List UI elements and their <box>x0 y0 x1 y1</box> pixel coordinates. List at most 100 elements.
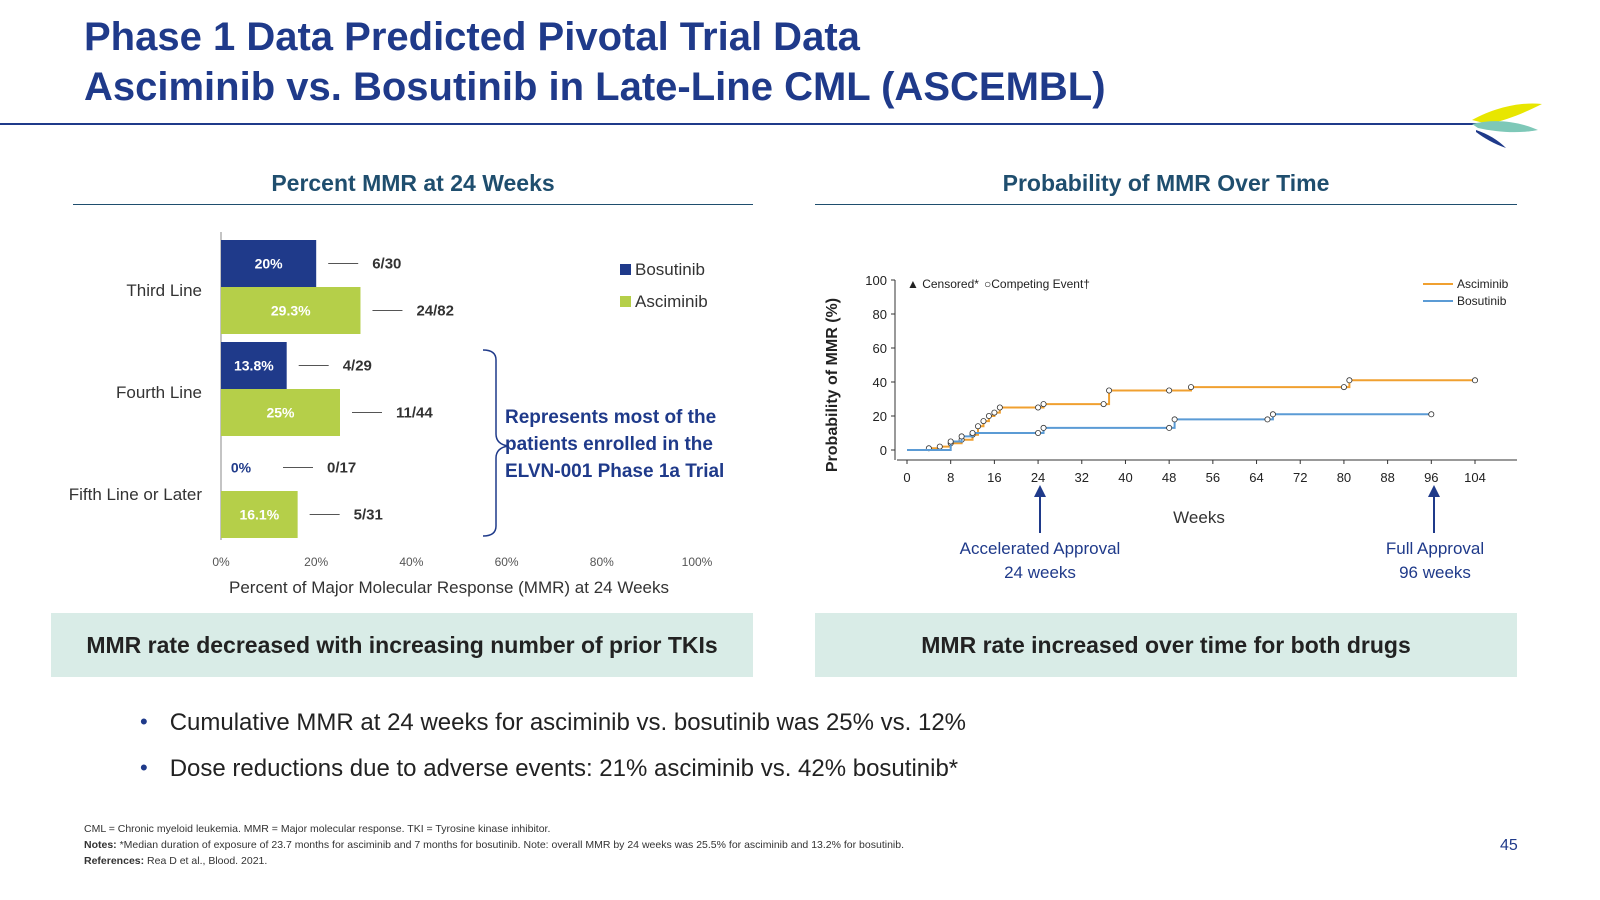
accelerated-approval-label: Accelerated Approval 24 weeks <box>935 537 1145 585</box>
km-event-marker <box>1346 377 1353 384</box>
km-event-marker <box>1166 424 1173 431</box>
bar-bosutinib <box>221 342 287 389</box>
km-event-marker <box>985 412 992 419</box>
marker-legend-competing: ○Competing Event† <box>984 277 1090 291</box>
km-event-marker <box>1340 384 1347 391</box>
km-event-marker <box>1428 411 1435 418</box>
bar-value-label: 16.1% <box>239 507 279 523</box>
bar-bosutinib <box>221 240 317 287</box>
km-event-marker <box>1100 401 1107 408</box>
marker-legend-censored: ▲ Censored* <box>907 277 979 291</box>
notes-label: Notes: <box>84 839 117 851</box>
x-tick-label: 0% <box>212 555 230 569</box>
legend-label: Asciminib <box>635 292 708 311</box>
footnote-abbreviations: CML = Chronic myeloid leukemia. MMR = Ma… <box>84 823 551 835</box>
notes-text: *Median duration of exposure of 23.7 mon… <box>116 839 904 851</box>
bar-value-label: 13.8% <box>234 358 274 374</box>
bullet-text: Dose reductions due to adverse events: 2… <box>169 755 959 782</box>
logo-stroke-yellow <box>1472 103 1542 124</box>
x-tick-label: 20% <box>304 555 328 569</box>
x-tick-label: 40 <box>1118 470 1132 485</box>
x-axis-title: Percent of Major Molecular Response (MMR… <box>229 578 669 597</box>
km-event-marker <box>1264 416 1271 423</box>
logo-stroke-navy <box>1476 130 1506 148</box>
x-tick-label: 16 <box>987 470 1001 485</box>
full-line-2: 96 weeks <box>1399 563 1471 582</box>
bullet-item: • Cumulative MMR at 24 weeks for ascimin… <box>140 709 966 737</box>
km-chart: 0 20 40 60 80 100 0 8 16 24 32 40 48 56 64 72 80 88 96 104 W… <box>824 273 1517 527</box>
km-event-marker <box>991 409 998 416</box>
x-tick-label: 88 <box>1380 470 1394 485</box>
count-label: 24/82 <box>416 303 454 320</box>
accelerated-line-1: Accelerated Approval <box>959 539 1121 558</box>
km-event-marker <box>1269 411 1276 418</box>
bracket-shape <box>482 349 509 537</box>
full-approval-arrow <box>1428 485 1440 533</box>
x-tick-label: 48 <box>1162 470 1176 485</box>
km-event-marker <box>947 438 954 445</box>
logo-stroke-teal <box>1472 121 1538 133</box>
km-event-marker <box>936 443 943 450</box>
bar-value-label: 25% <box>266 405 295 421</box>
count-label: 4/29 <box>343 358 372 375</box>
x-tick-label: 32 <box>1075 470 1089 485</box>
page-number: 45 <box>1500 837 1518 854</box>
km-event-marker <box>1035 429 1042 436</box>
bracket-note-line-2: patients enrolled in the <box>505 434 713 455</box>
km-event-marker <box>1040 401 1047 408</box>
x-tick-label: 72 <box>1293 470 1307 485</box>
km-event-marker <box>1040 424 1047 431</box>
bar-chart: Third Line 20% 6/30 29.3% 24/82 Fourth Line 13… <box>69 232 713 597</box>
y-tick-label: 100 <box>865 273 887 288</box>
count-label: 0/17 <box>327 460 356 477</box>
count-label: 6/30 <box>372 256 401 273</box>
bracket-note: Represents most of the patients enrolled… <box>505 404 765 485</box>
km-x-axis-title: Weeks <box>1173 508 1225 527</box>
bar-value-label: 29.3% <box>271 303 311 319</box>
category-label: Fifth Line or Later <box>69 485 203 504</box>
right-panel-rule <box>815 204 1517 205</box>
km-event-marker <box>1035 404 1042 411</box>
km-y-axis-title: Probability of MMR (%) <box>824 298 841 472</box>
x-tick-label: 40% <box>399 555 423 569</box>
km-event-marker <box>974 423 981 430</box>
km-event-marker <box>1472 377 1479 384</box>
km-event-marker <box>1106 387 1113 394</box>
km-event-marker <box>996 404 1003 411</box>
right-panel-title: Probability of MMR Over Time <box>1002 170 1330 196</box>
bullet-item: • Dose reductions due to adverse events:… <box>140 755 958 783</box>
refs-label: References: <box>84 855 145 867</box>
title-line-2: Asciminib vs. Bosutinib in Late-Line CML… <box>84 65 1106 109</box>
count-label: 11/44 <box>396 405 433 422</box>
legend-label: Bosutinib <box>1457 294 1507 308</box>
x-tick-label: 100% <box>682 555 713 569</box>
km-event-marker <box>1187 384 1194 391</box>
y-tick-label: 40 <box>873 375 887 390</box>
footnote-notes: Notes: *Median duration of exposure of 2… <box>84 839 904 851</box>
accelerated-line-2: 24 weeks <box>1004 563 1076 582</box>
x-tick-label: 56 <box>1206 470 1220 485</box>
legend-label: Asciminib <box>1457 277 1509 291</box>
slide-title: Phase 1 Data Predicted Pivotal Trial Dat… <box>84 12 1106 112</box>
title-rule <box>0 123 1515 125</box>
y-tick-label: 0 <box>880 443 887 458</box>
company-logo <box>1472 103 1542 148</box>
count-label: 5/31 <box>354 507 383 524</box>
y-tick-label: 20 <box>873 409 887 424</box>
bracket-note-line-1: Represents most of the <box>505 407 717 428</box>
full-line-1: Full Approval <box>1385 539 1485 558</box>
x-tick-label: 104 <box>1464 470 1486 485</box>
km-event-marker <box>969 429 976 436</box>
title-line-1: Phase 1 Data Predicted Pivotal Trial Dat… <box>84 15 860 59</box>
x-tick-label: 60% <box>495 555 519 569</box>
left-panel-rule <box>73 204 753 205</box>
bullet-text: Cumulative MMR at 24 weeks for asciminib… <box>169 709 967 736</box>
bracket-note-line-3: ELVN-001 Phase 1a Trial <box>505 461 725 482</box>
bar-value-label: 0% <box>231 460 252 476</box>
x-tick-label: 64 <box>1249 470 1263 485</box>
bullet-dot: • <box>140 709 148 734</box>
y-tick-label: 80 <box>873 307 887 322</box>
x-tick-label: 0 <box>903 470 910 485</box>
x-tick-label: 8 <box>947 470 954 485</box>
left-summary-box: MMR rate decreased with increasing numbe… <box>51 613 753 677</box>
